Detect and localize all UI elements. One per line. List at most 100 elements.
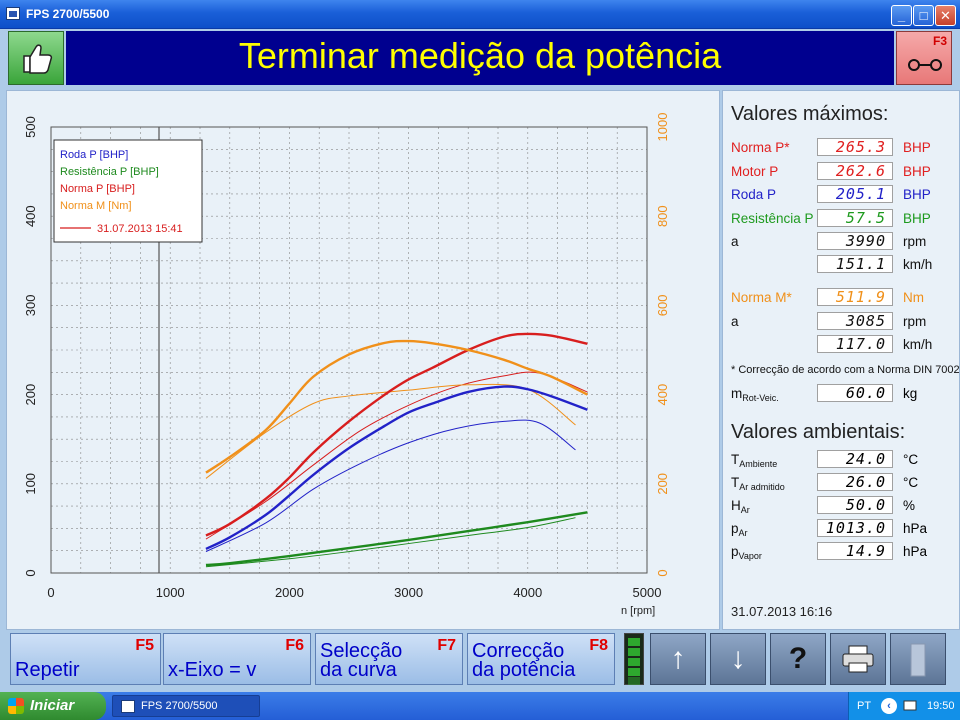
close-button[interactable]: ✕ <box>935 5 956 26</box>
series-line-31-07-2013-15-41 <box>205 383 576 479</box>
chart-axes: 0 1000 2000 3000 4000 50000100200300400500020… <box>23 113 670 600</box>
f3-button[interactable]: F3 <box>896 31 952 85</box>
y-left-tick-label: 200 <box>23 384 38 406</box>
norma-m-label: Norma M* <box>731 290 792 305</box>
roda-p-unit: BHP <box>903 187 931 202</box>
system-tray: PT ‹ 19:50 <box>848 692 960 720</box>
resistencia-p-unit: BHP <box>903 211 931 226</box>
legend-run-label: 31.07.2013 15:41 <box>97 223 183 235</box>
exit-button[interactable] <box>890 633 946 685</box>
mass-label: mRot-Veic. <box>731 386 779 403</box>
y-left-tick-label: 500 <box>23 116 38 138</box>
x-tick-label: 0 <box>47 585 54 600</box>
y-left-tick-label: 300 <box>23 295 38 317</box>
norma-m-value: 511.9 <box>817 288 893 306</box>
curve-selection-button[interactable]: F7 Selecção da curva <box>315 633 463 685</box>
print-button[interactable] <box>830 633 886 685</box>
windows-logo-icon <box>8 698 24 714</box>
norma-m-unit: Nm <box>903 290 924 305</box>
measurement-datetime: 31.07.2013 16:16 <box>731 604 833 619</box>
y-left-tick-label: 400 <box>23 205 38 227</box>
power-speed-unit: km/h <box>903 257 933 272</box>
power-rpm-unit: rpm <box>903 234 927 249</box>
series-line-roda-p-bhp <box>205 385 588 550</box>
curve-selection-label: Selecção da curva <box>320 640 403 681</box>
y-right-tick-label: 400 <box>655 384 670 406</box>
power-correction-label: Correcção da potência <box>472 640 576 681</box>
motor-p-unit: BHP <box>903 164 931 179</box>
series-line-resist-ncia-p-bhp <box>205 511 588 567</box>
legend-norma-m: Norma M [Nm] <box>60 200 132 212</box>
x-tick-label: 4000 <box>513 585 542 600</box>
norma-p-unit: BHP <box>903 140 931 155</box>
switch-icon <box>908 59 942 71</box>
tray-clock: 19:50 <box>927 700 955 712</box>
air-pressure-unit: hPa <box>903 521 928 536</box>
f8-key-label: F8 <box>589 637 608 654</box>
taskbar: Iniciar FPS 2700/5500 PT ‹ 19:50 <box>0 692 960 720</box>
plot-frame <box>50 126 648 574</box>
norma-p-label: Norma P* <box>731 140 790 155</box>
torque-speed-value: 117.0 <box>817 335 893 353</box>
confirm-button[interactable] <box>8 31 64 85</box>
x-tick-label: 5000 <box>633 585 662 600</box>
help-icon: ? <box>788 642 808 675</box>
tray-expand-icon[interactable]: ‹ <box>881 698 897 714</box>
y-left-tick-label: 0 <box>23 569 38 576</box>
max-values-heading: Valores máximos: <box>731 103 889 125</box>
f7-key-label: F7 <box>437 637 456 654</box>
vapor-pressure-value: 14.9 <box>817 542 893 560</box>
power-speed-value: 151.1 <box>817 255 893 273</box>
torque-rpm-label: a <box>731 314 739 329</box>
f5-key-label: F5 <box>135 637 154 654</box>
mass-unit: kg <box>903 386 918 401</box>
language-indicator[interactable]: PT <box>857 700 872 712</box>
window-title: FPS 2700/5500 <box>26 7 110 21</box>
scroll-down-button[interactable]: ↓ <box>710 633 766 685</box>
air-pressure-value: 1013.0 <box>817 519 893 537</box>
resistencia-p-value: 57.5 <box>817 209 893 227</box>
door-icon <box>910 643 926 677</box>
x-axis-button-label: x-Eixo = v <box>168 659 257 681</box>
x-axis-label: n [rpm] <box>621 605 655 617</box>
temp-intake-value: 26.0 <box>817 473 893 491</box>
vapor-pressure-label: pVapor <box>731 544 762 561</box>
power-correction-button[interactable]: F8 Correcção da potência <box>467 633 615 685</box>
header-band: Terminar medição da potência <box>66 31 894 85</box>
x-tick-label: 2000 <box>275 585 304 600</box>
arrow-down-icon: ↓ <box>730 642 746 675</box>
minimize-button[interactable]: _ <box>891 5 912 26</box>
arrow-up-icon: ↑ <box>670 642 686 675</box>
series-line-31-07-2013-15-41 <box>205 517 576 568</box>
temp-ambient-unit: °C <box>903 452 919 467</box>
start-button[interactable]: Iniciar <box>0 692 106 720</box>
taskbar-item-fps[interactable]: FPS 2700/5500 <box>112 695 260 717</box>
power-rpm-value: 3990 <box>817 232 893 250</box>
results-panel: Valores máximos: Norma P* 265.3 BHP Moto… <box>722 90 960 630</box>
repeat-button[interactable]: F5 Repetir <box>10 633 161 685</box>
y-right-tick-label: 800 <box>655 205 670 227</box>
window-titlebar[interactable]: FPS 2700/5500 _ □ ✕ <box>0 0 960 29</box>
help-button[interactable]: ? <box>770 633 826 685</box>
chart-legend: Roda P [BHP] Resistência P [BHP] Norma P… <box>53 139 203 243</box>
thumbs-up-icon <box>23 44 53 74</box>
series-line-31-07-2013-15-41 <box>205 371 588 540</box>
legend-roda-p: Roda P [BHP] <box>60 149 128 161</box>
maximize-button[interactable]: □ <box>913 5 934 26</box>
y-right-tick-label: 1000 <box>655 113 670 142</box>
scroll-up-button[interactable]: ↑ <box>650 633 706 685</box>
humidity-unit: % <box>903 498 916 513</box>
norma-p-value: 265.3 <box>817 138 893 156</box>
motor-p-value: 262.6 <box>817 162 893 180</box>
torque-rpm-value: 3085 <box>817 312 893 330</box>
legend-resistencia-p: Resistência P [BHP] <box>60 166 159 178</box>
y-right-tick-label: 0 <box>655 569 670 576</box>
x-tick-label: 1000 <box>156 585 185 600</box>
chart-series <box>205 332 588 568</box>
series-line-norma-m-nm <box>205 339 588 474</box>
temp-ambient-label: TAmbiente <box>731 452 778 469</box>
temp-intake-unit: °C <box>903 475 919 490</box>
y-left-tick-label: 100 <box>23 473 38 495</box>
x-axis-button[interactable]: F6 x-Eixo = v <box>163 633 311 685</box>
roda-p-value: 205.1 <box>817 185 893 203</box>
